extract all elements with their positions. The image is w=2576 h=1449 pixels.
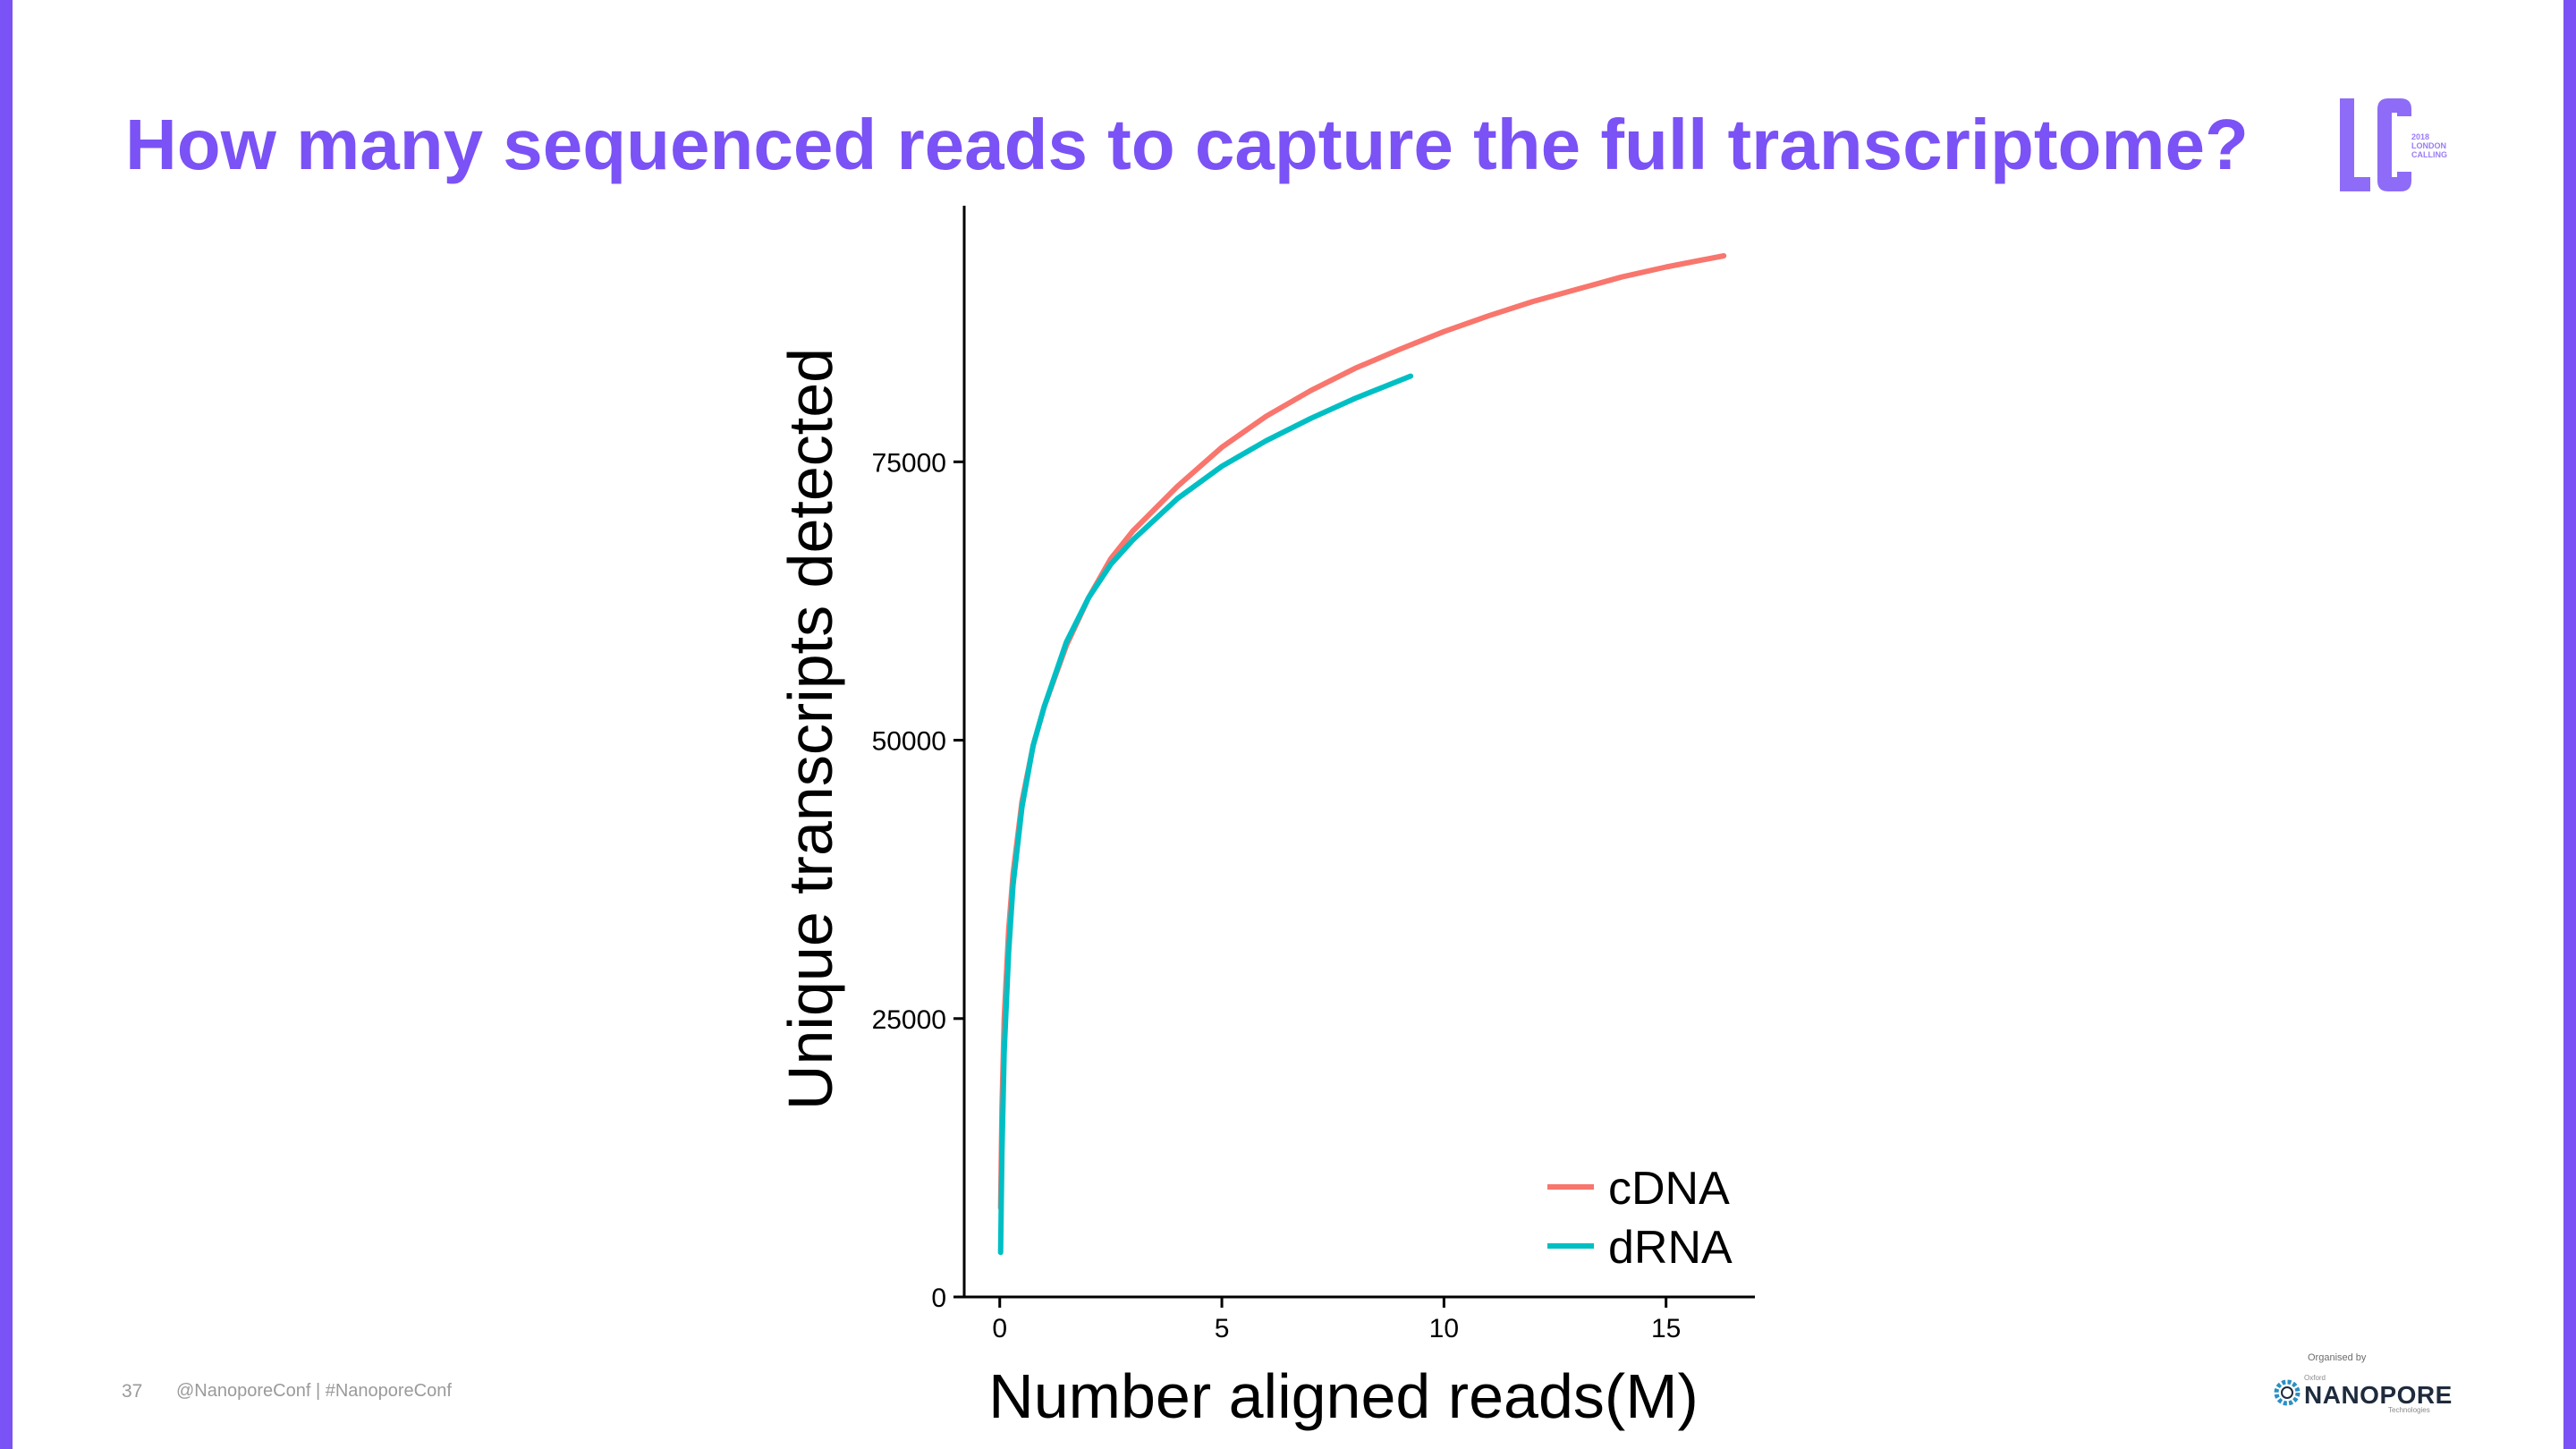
chart-ticks: 0 5 10 15 0 25000 50000 75000 (872, 448, 1682, 1343)
y-tick-label: 50000 (872, 727, 946, 757)
page-number: 37 (122, 1381, 143, 1402)
legend-label-drna: dRNA (1608, 1222, 1733, 1274)
x-axis-label: Number aligned reads(M) (988, 1361, 1699, 1431)
chart-series (997, 253, 1727, 1256)
organiser-small: Oxford (2304, 1374, 2326, 1382)
lc-logo-caption: 2018 LONDON CALLING (2411, 132, 2474, 159)
legend-label-cdna: cDNA (1608, 1163, 1730, 1215)
social-handle: @NanoporeConf | #NanoporeConf (176, 1381, 452, 1401)
organiser-sub: Technologies (2388, 1406, 2430, 1414)
y-axis-label: Unique transcripts detected (775, 348, 845, 1110)
y-tick-label: 0 (931, 1284, 946, 1313)
organiser-brand: NANOPORE (2304, 1381, 2453, 1409)
x-tick-label: 10 (1429, 1314, 1459, 1343)
lc-caption-line: LONDON (2411, 141, 2446, 150)
lc-caption-line: CALLING (2411, 150, 2447, 159)
chart-axes (962, 206, 1755, 1299)
slide-title: How many sequenced reads to capture the … (125, 105, 2249, 184)
y-tick-label: 75000 (872, 448, 946, 478)
left-accent-bar (0, 0, 13, 1449)
y-tick-label: 25000 (872, 1005, 946, 1035)
series-line-drna (997, 373, 1414, 1256)
x-tick-label: 5 (1215, 1314, 1230, 1343)
nanopore-gear-icon (2274, 1379, 2301, 1406)
lc-caption-line: 2018 (2411, 132, 2430, 141)
x-tick-label: 15 (1651, 1314, 1681, 1343)
organiser-logo: Organised by Oxford NANOPORE Technologie… (2272, 1349, 2469, 1414)
right-accent-bar (2563, 0, 2576, 1449)
series-line-cdna (997, 253, 1727, 1211)
x-tick-label: 0 (992, 1314, 1007, 1343)
chart-legend: cDNA dRNA (1547, 1163, 1733, 1274)
organiser-caption: Organised by (2308, 1352, 2367, 1363)
lc-logo-icon (2340, 98, 2411, 191)
london-calling-logo: 2018 LONDON CALLING (2340, 98, 2474, 191)
